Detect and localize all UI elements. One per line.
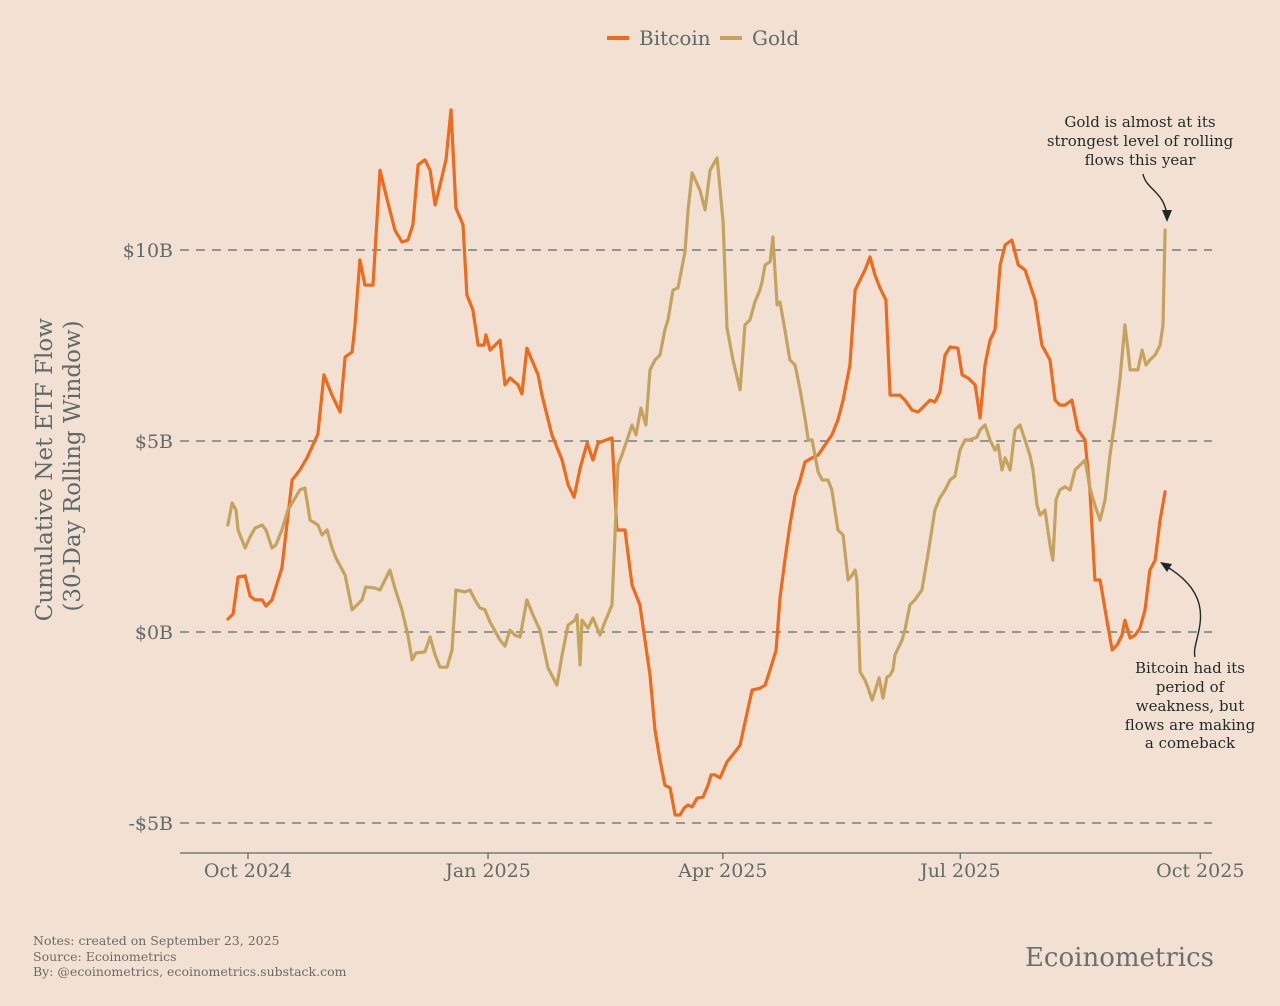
gold-annotation-line-3: flows this year <box>1085 151 1197 169</box>
bitcoin-annotation-line-2: period of <box>1156 678 1226 696</box>
y-tick-label: $10B <box>123 240 173 262</box>
y-tick-label: -$5B <box>128 813 173 835</box>
bitcoin-annotation-arrowhead <box>1160 562 1172 572</box>
gold-annotation-arrowhead <box>1162 210 1172 222</box>
y-ticks: $10B $5B $0B -$5B <box>123 240 173 835</box>
x-tick-label: Oct 2024 <box>204 860 292 882</box>
y-axis-label: Cumulative Net ETF Flow (30-Day Rolling … <box>32 311 86 621</box>
legend-label-bitcoin: Bitcoin <box>639 26 711 50</box>
bitcoin-annotation-arrow <box>1163 564 1202 658</box>
bitcoin-annotation-line-1: Bitcoin had its <box>1135 659 1245 677</box>
bitcoin-annotation-line-4: flows are making <box>1125 716 1256 734</box>
gold-annotation: Gold is almost at its strongest level of… <box>1047 113 1234 222</box>
y-axis-label-line-1: Cumulative Net ETF Flow <box>32 318 58 621</box>
notes-created: Notes: created on September 23, 2025 <box>33 933 280 948</box>
x-tick-label: Oct 2025 <box>1156 860 1244 882</box>
y-tick-label: $0B <box>135 622 173 644</box>
bitcoin-annotation-line-3: weakness, but <box>1136 697 1245 715</box>
brand-logo: Ecoinometrics <box>1024 943 1214 973</box>
series-line-gold <box>226 156 1167 702</box>
series-lines <box>226 108 1167 817</box>
series-line-bitcoin <box>226 108 1167 817</box>
y-tick-label: $5B <box>135 431 173 453</box>
notes-source: Source: Ecoinometrics <box>33 948 177 964</box>
gridlines <box>180 249 1212 824</box>
gold-annotation-line-1: Gold is almost at its <box>1064 113 1215 131</box>
bitcoin-annotation: Bitcoin had its period of weakness, but … <box>1125 562 1256 752</box>
x-tick-label: Apr 2025 <box>677 860 767 882</box>
x-ticks: Oct 2024 Jan 2025 Apr 2025 Jul 2025 Oct 2025 <box>204 853 1244 882</box>
bitcoin-annotation-line-5: a comeback <box>1145 734 1236 752</box>
footer-notes: Notes: created on September 23, 2025 Sou… <box>33 933 346 980</box>
legend: Bitcoin Gold <box>607 26 799 50</box>
y-axis-label-line-2: (30-Day Rolling Window) <box>60 320 86 611</box>
gold-annotation-line-2: strongest level of rolling <box>1047 132 1234 150</box>
legend-label-gold: Gold <box>752 26 799 50</box>
x-tick-label: Jan 2025 <box>443 860 531 882</box>
x-tick-label: Jul 2025 <box>918 860 1000 882</box>
notes-by: By: @ecoinometrics, ecoinometrics.substa… <box>33 964 347 979</box>
